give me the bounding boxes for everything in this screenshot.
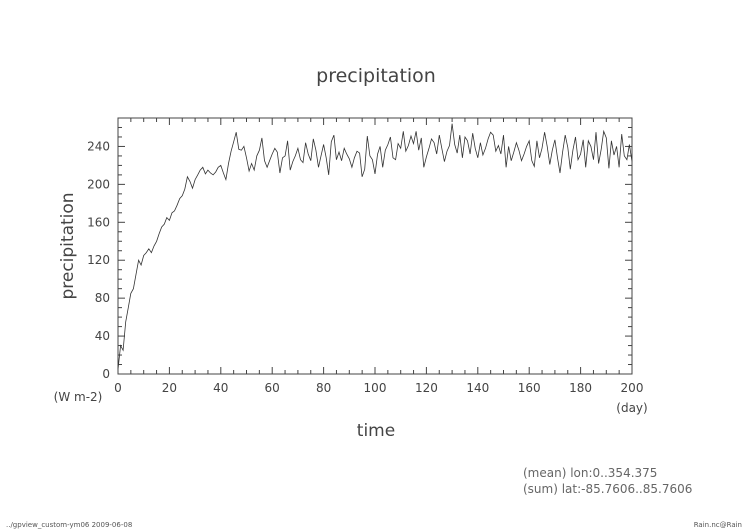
x-axis-label: time	[357, 421, 395, 441]
y-axis-ticks: 0 40 80 120 160 200 240	[87, 117, 632, 381]
y-tick-label: 240	[87, 139, 110, 153]
y-tick-label: 40	[95, 329, 110, 343]
x-tick-label: 200	[621, 381, 644, 395]
x-tick-label: 0	[114, 381, 122, 395]
x-tick-label: 40	[213, 381, 228, 395]
x-tick-label: 180	[569, 381, 592, 395]
x-tick-label: 60	[265, 381, 280, 395]
annotation-mean-lon: (mean) lon:0..354.375	[523, 466, 657, 480]
annotation-sum-lat: (sum) lat:-85.7606..85.7606	[523, 482, 692, 496]
y-tick-label: 80	[95, 291, 110, 305]
y-tick-label: 120	[87, 253, 110, 267]
x-tick-label: 160	[518, 381, 541, 395]
y-axis-unit: (W m-2)	[54, 390, 103, 404]
series-layer	[117, 123, 633, 370]
x-axis-unit: (day)	[616, 401, 647, 415]
x-tick-label: 140	[466, 381, 489, 395]
footer-left-text: ../gpview_custom-ym06 2009-06-08	[6, 521, 133, 529]
y-tick-label: 200	[87, 177, 110, 191]
x-tick-label: 20	[162, 381, 177, 395]
plot-frame	[117, 117, 633, 375]
chart-title: precipitation	[316, 65, 436, 87]
footer-right-text: Rain.nc@Rain	[693, 521, 742, 529]
x-tick-label: 120	[415, 381, 438, 395]
series-line	[117, 123, 633, 370]
x-tick-label: 100	[364, 381, 387, 395]
x-tick-label: 80	[316, 381, 331, 395]
x-axis-ticks: 0 20 40 60 80 100 120 140 160 180 200	[114, 118, 643, 395]
y-tick-label: 0	[102, 367, 110, 381]
y-tick-label: 160	[87, 215, 110, 229]
y-axis-label: precipitation	[58, 192, 78, 299]
